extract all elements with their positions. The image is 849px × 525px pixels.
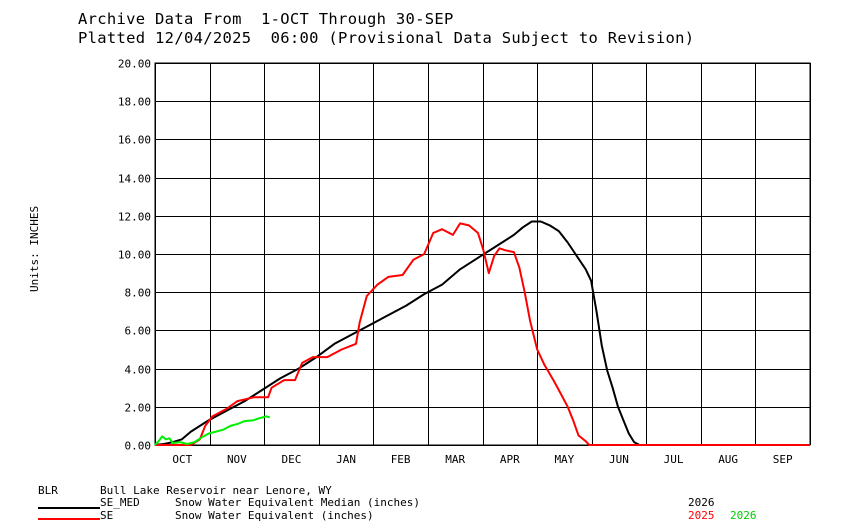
x-tick-label: JAN <box>336 453 356 466</box>
y-tick-label: 8.00 <box>125 287 152 300</box>
legend-item-code: SE_MED <box>100 496 140 509</box>
x-tick-label: MAY <box>554 453 574 466</box>
legend-item-code: SE <box>100 509 114 522</box>
y-axis-label: Units: INCHES <box>28 206 41 292</box>
x-tick-label: AUG <box>718 453 738 466</box>
legend-station-code: BLR <box>38 484 58 497</box>
legend-year-2025: 2025 <box>688 509 715 522</box>
y-tick-label: 14.00 <box>118 173 151 186</box>
x-tick-label: SEP <box>773 453 793 466</box>
x-tick-label: JUL <box>664 453 684 466</box>
legend-item-label: Snow Water Equivalent (inches) <box>175 509 374 522</box>
legend-item-label: Snow Water Equivalent Median (inches) <box>175 496 421 509</box>
x-tick-label: APR <box>500 453 520 466</box>
legend-year-2026: 2026 <box>730 509 757 522</box>
x-tick-label: FEB <box>391 453 411 466</box>
y-tick-labels: 0.00 2.00 4.00 6.00 8.00 10.00 12.00 14.00 16.00… <box>118 58 151 453</box>
series-line-se-2025 <box>155 222 810 446</box>
chart-subtitle: Platted 12/04/2025 06:00 (Provisional Da… <box>78 29 695 47</box>
series-line-se-2026 <box>154 415 271 446</box>
x-tick-labels: OCT NOV DEC JAN FEB MAR APR MAY JUN JUL AUG SEP <box>172 453 793 466</box>
y-tick-label: 4.00 <box>125 364 152 377</box>
y-tick-label: 0.00 <box>125 440 152 453</box>
series-line-se-med <box>154 220 810 446</box>
chart-title: Archive Data From 1-OCT Through 30-SEP <box>78 10 454 28</box>
x-tick-label: OCT <box>172 453 192 466</box>
x-tick-label: MAR <box>445 453 465 466</box>
y-tick-label: 6.00 <box>125 325 152 338</box>
y-tick-label: 12.00 <box>118 211 151 224</box>
y-tick-label: 2.00 <box>125 402 152 415</box>
y-tick-label: 10.00 <box>118 249 151 262</box>
y-tick-label: 16.00 <box>118 134 151 147</box>
x-tick-label: JUN <box>609 453 629 466</box>
legend-station-name: Bull Lake Reservoir near Lenore, WY <box>100 484 332 497</box>
y-tick-label: 18.00 <box>118 96 151 109</box>
x-tick-label: NOV <box>227 453 247 466</box>
series-lines <box>154 220 810 446</box>
x-tick-label: DEC <box>282 453 302 466</box>
legend-year-2026-median: 2026 <box>688 496 715 509</box>
y-tick-label: 20.00 <box>118 58 151 71</box>
